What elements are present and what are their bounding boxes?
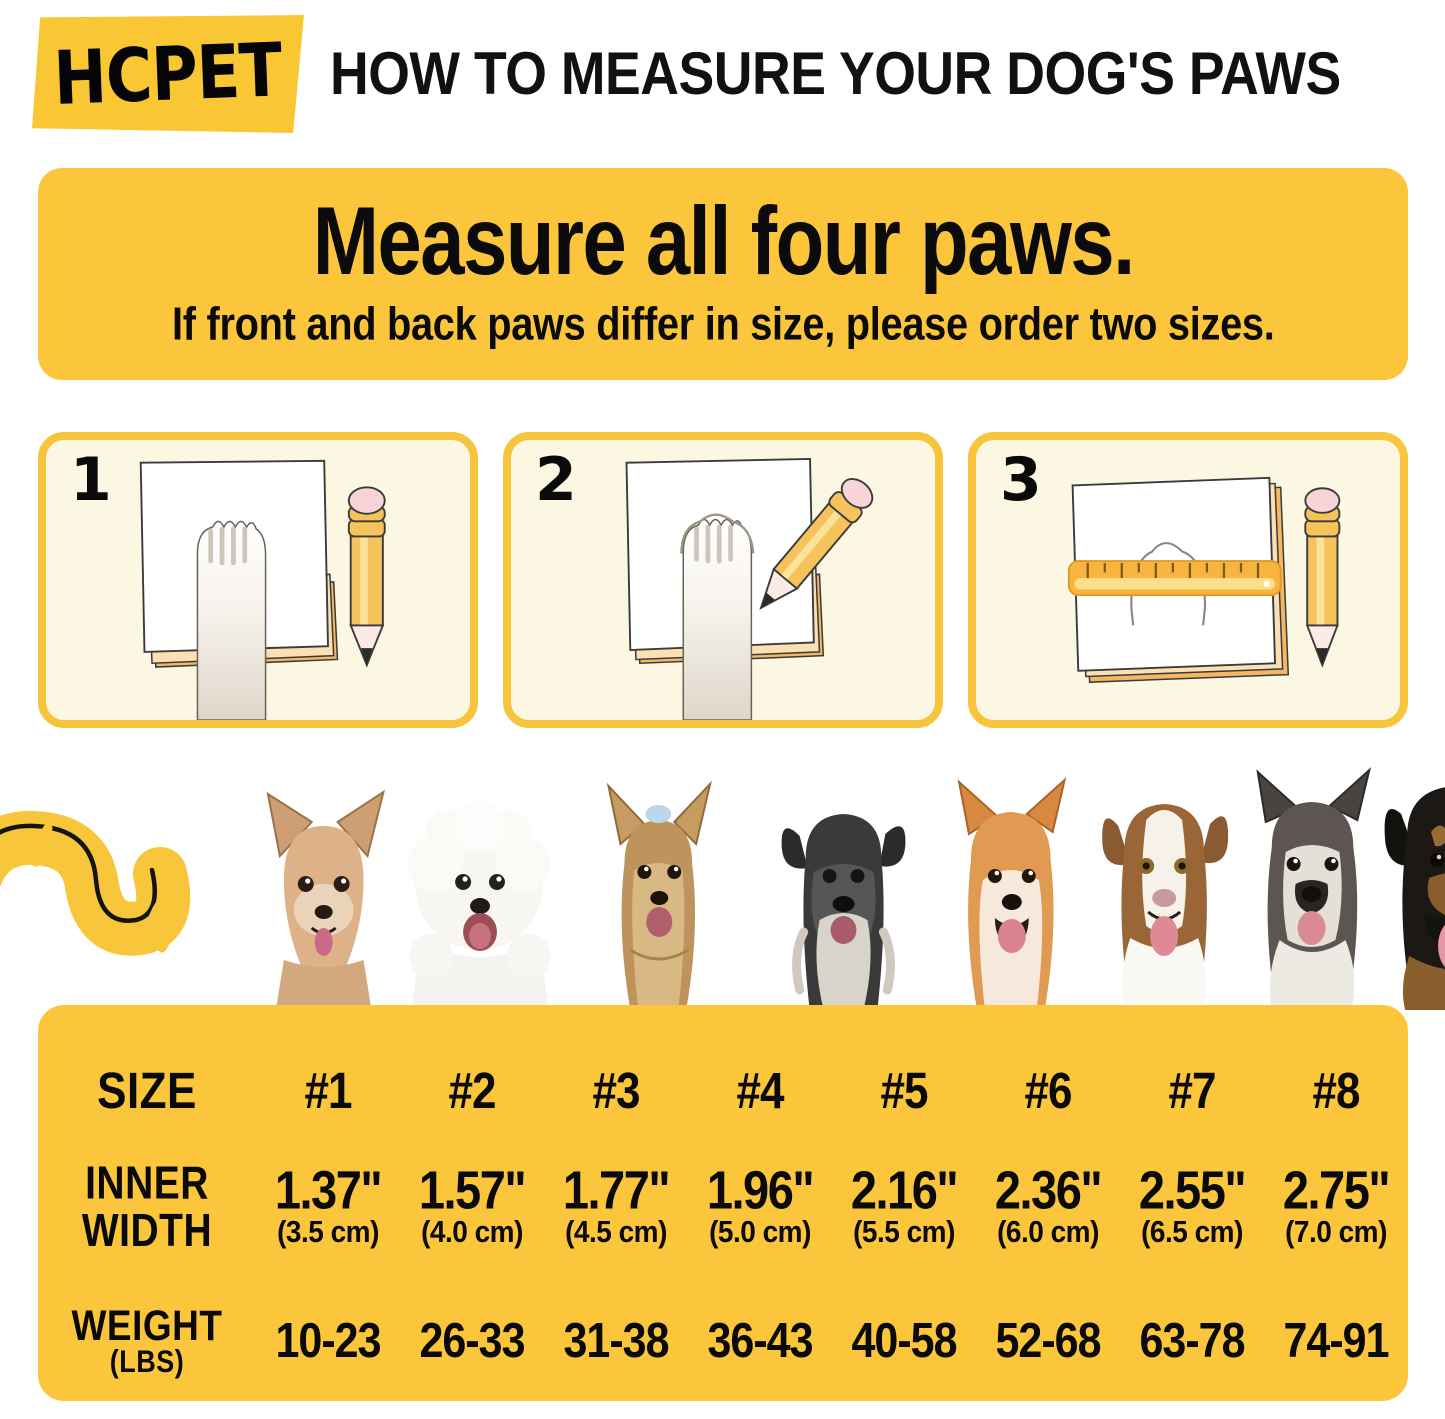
- row-label-weight-unit: (LBS): [109, 1344, 185, 1379]
- cell-inner-width-cm-2: (4.0 cm): [421, 1214, 523, 1249]
- step-card-2: 2: [503, 432, 943, 728]
- cell-inner-width-7: 2.55" (6.5 cm): [1120, 1162, 1264, 1251]
- cell-size-5: #5: [880, 1063, 929, 1120]
- step-number-1: 1: [70, 445, 112, 515]
- cell-weight-7: 63-78: [1139, 1312, 1246, 1369]
- step-card-1: 1: [38, 432, 478, 728]
- pencil-tracing-paw-icon: [625, 457, 874, 720]
- cell-inner-width-5: 2.16" (5.5 cm): [832, 1162, 976, 1251]
- banner-headline: Measure all four paws.: [312, 187, 1135, 295]
- cell-inner-width-cm-5: (5.5 cm): [853, 1214, 955, 1249]
- cell-inner-width-cm-3: (4.5 cm): [565, 1214, 667, 1249]
- cell-size-2: #2: [448, 1063, 497, 1120]
- row-label-weight: WEIGHT (LBS): [38, 1304, 256, 1378]
- instruction-banner: Measure all four paws. If front and back…: [38, 168, 1408, 380]
- cell-inner-width-2: 1.57" (4.0 cm): [400, 1162, 544, 1251]
- cell-size-1: #1: [304, 1063, 353, 1120]
- brand-logo-text: HCPET: [52, 26, 284, 122]
- cell-inner-width-1: 1.37" (3.5 cm): [256, 1162, 400, 1251]
- cell-inner-width-3: 1.77" (4.5 cm): [544, 1162, 688, 1251]
- cell-size-8: #8: [1312, 1063, 1361, 1120]
- dog-portrait-chihuahua: [266, 789, 386, 1010]
- cell-size-6: #6: [1024, 1063, 1073, 1120]
- size-chart-table: SIZE #1 #2 #3 #4 #5 #6 #7 #8 INNER WIDTH…: [38, 1005, 1408, 1401]
- dog-portrait-bichon-frise: [407, 800, 551, 1010]
- cell-inner-width-4: 1.96" (5.0 cm): [688, 1162, 832, 1251]
- row-label-weight-text: WEIGHT: [71, 1301, 223, 1350]
- row-label-size: SIZE: [97, 1063, 197, 1120]
- cell-weight-6: 52-68: [995, 1312, 1102, 1369]
- step-number-3: 3: [1000, 445, 1042, 515]
- dog-portraits-row: [266, 767, 1445, 1010]
- cell-inner-width-8: 2.75" (7.0 cm): [1264, 1162, 1408, 1251]
- row-label-inner-width-line1: INNER: [85, 1158, 209, 1210]
- dog-breeds-strip: [0, 760, 1445, 1010]
- dog-portrait-rottweiler: [1384, 787, 1445, 1010]
- cell-weight-1: 10-23: [275, 1312, 382, 1369]
- cell-inner-width-cm-1: (3.5 cm): [277, 1214, 379, 1249]
- table-row-size: SIZE #1 #2 #3 #4 #5 #6 #7 #8: [38, 1057, 1408, 1127]
- dog-portrait-australian-shepherd: [1102, 804, 1229, 1010]
- cell-inner-width-in-8: 2.75": [1282, 1158, 1391, 1220]
- ruler-measuring-icon: [1067, 476, 1341, 683]
- cell-weight-2: 26-33: [419, 1312, 526, 1369]
- banner-subtitle: If front and back paws differ in size, p…: [171, 297, 1275, 350]
- cell-weight-3: 31-38: [563, 1312, 670, 1369]
- steps-row: 1: [38, 432, 1408, 728]
- cell-inner-width-in-5: 2.16": [850, 1158, 959, 1220]
- cell-size-7: #7: [1168, 1063, 1217, 1120]
- cell-inner-width-in-1: 1.37": [274, 1158, 383, 1220]
- cell-inner-width-cm-8: (7.0 cm): [1285, 1214, 1387, 1249]
- cell-inner-width-cm-7: (6.5 cm): [1141, 1214, 1243, 1249]
- dog-portrait-alaskan-malamute: [1256, 767, 1372, 1010]
- step-number-2: 2: [535, 445, 577, 515]
- table-row-weight: WEIGHT (LBS) 10-23 26-33 31-38 36-43 40-…: [38, 1291, 1408, 1391]
- cell-inner-width-cm-4: (5.0 cm): [709, 1214, 811, 1249]
- row-label-inner-width-line2: WIDTH: [81, 1205, 213, 1257]
- row-label-inner-width: INNER WIDTH: [38, 1161, 256, 1255]
- decorative-swoosh-icon: [0, 810, 191, 956]
- step-card-3: 3: [968, 432, 1408, 728]
- cell-inner-width-cm-6: (6.0 cm): [997, 1214, 1099, 1249]
- cell-inner-width-in-6: 2.36": [994, 1158, 1103, 1220]
- cell-inner-width-in-3: 1.77": [562, 1158, 671, 1220]
- cell-inner-width-in-2: 1.57": [418, 1158, 527, 1220]
- cell-weight-4: 36-43: [707, 1312, 814, 1369]
- cell-size-3: #3: [592, 1063, 641, 1120]
- paw-on-paper-icon: [139, 459, 386, 720]
- dog-portrait-schnauzer: [781, 814, 906, 1010]
- table-row-inner-width: INNER WIDTH 1.37" (3.5 cm) 1.57" (4.0 cm…: [38, 1153, 1408, 1263]
- page-header: HCPET HOW TO MEASURE YOUR DOG'S PAWS: [0, 0, 1445, 148]
- cell-weight-5: 40-58: [851, 1312, 958, 1369]
- dog-portrait-shiba-inu: [957, 777, 1067, 1010]
- cell-inner-width-in-4: 1.96": [706, 1158, 815, 1220]
- cell-inner-width-in-7: 2.55": [1138, 1158, 1247, 1220]
- hcpet-logo-badge: HCPET: [32, 15, 304, 133]
- cell-weight-8: 74-91: [1283, 1312, 1390, 1369]
- page-title: HOW TO MEASURE YOUR DOG'S PAWS: [330, 40, 1341, 108]
- cell-size-4: #4: [736, 1063, 785, 1120]
- cell-inner-width-6: 2.36" (6.0 cm): [976, 1162, 1120, 1251]
- dog-portrait-yorkshire-terrier: [606, 780, 712, 1010]
